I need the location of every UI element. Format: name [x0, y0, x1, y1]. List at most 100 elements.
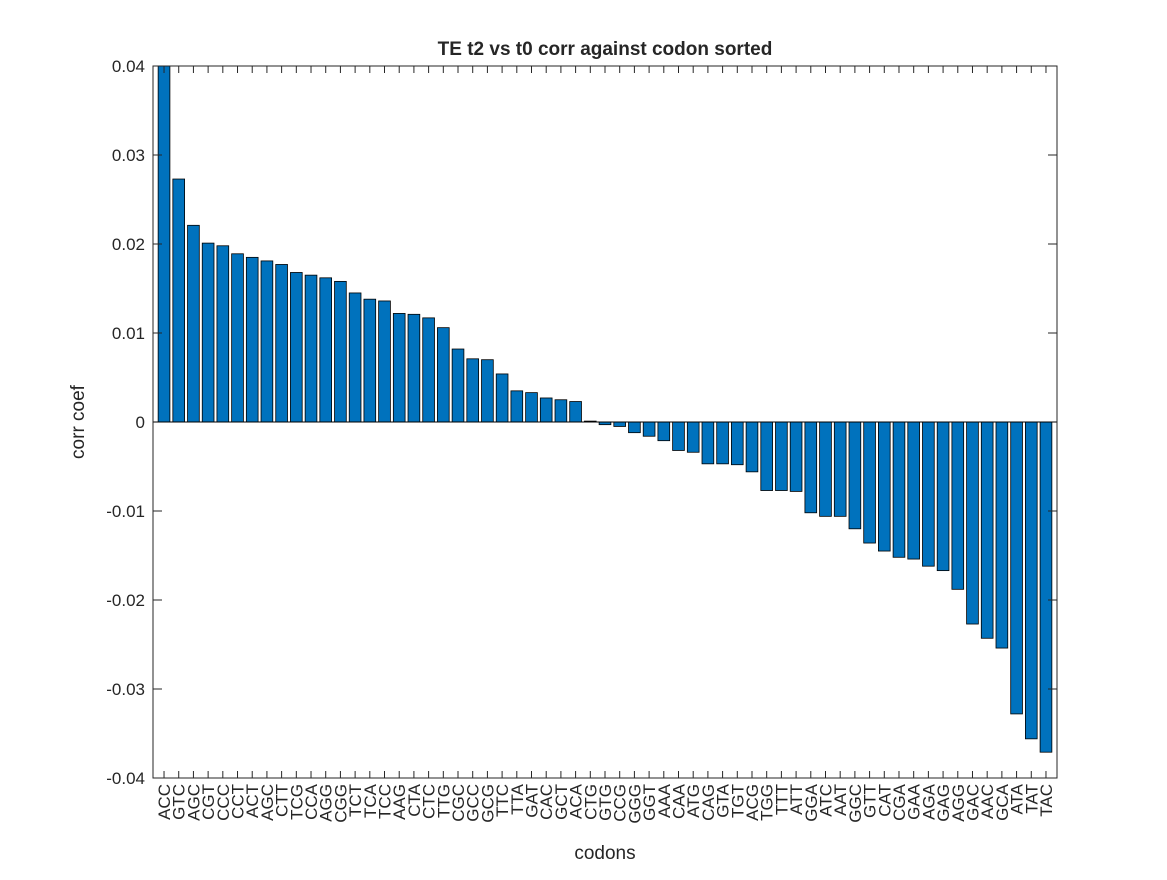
bar-17 — [392, 313, 406, 423]
x-tick-label: GGC — [846, 784, 865, 823]
x-tick-label: GGT — [640, 784, 659, 821]
bar-49 — [863, 421, 876, 544]
bar-44 — [789, 421, 803, 492]
bar-48 — [848, 421, 862, 530]
bar-11 — [304, 274, 318, 423]
bar-19 — [422, 317, 435, 423]
bar-23 — [481, 359, 494, 423]
bar-9 — [275, 264, 288, 423]
bar-16 — [378, 300, 391, 423]
bar-5 — [216, 245, 230, 423]
x-tick-label: CTA — [405, 783, 424, 816]
y-tick-label: 0 — [136, 413, 145, 432]
x-tick-label: ATG — [684, 784, 703, 818]
x-tick-label: CGC — [449, 784, 468, 822]
x-tick-label: AAA — [655, 783, 674, 818]
bar-10 — [290, 272, 303, 423]
x-tick-label: CAG — [699, 784, 718, 821]
bar-38 — [701, 421, 715, 465]
bar-32 — [613, 421, 626, 427]
bar-29 — [569, 401, 582, 423]
x-tick-label: GCG — [478, 784, 497, 823]
x-tick-label: GGG — [625, 784, 644, 824]
y-tick-label: -0.03 — [106, 680, 145, 699]
bar-46 — [819, 421, 832, 517]
x-tick-label: ACA — [567, 783, 586, 819]
x-tick-label: AGG — [317, 784, 336, 822]
bar-3 — [187, 224, 200, 423]
x-tick-label: AAT — [831, 784, 850, 816]
x-tick-label: CTC — [420, 784, 439, 819]
bar-42 — [760, 421, 773, 491]
bar-45 — [804, 421, 818, 514]
x-axis-label: codons — [574, 843, 635, 864]
y-axis-label: corr coef — [68, 384, 89, 459]
x-tick-label: GTA — [714, 783, 733, 817]
x-tick-label: ACC — [155, 784, 174, 820]
bars-group — [157, 65, 1053, 753]
bar-61 — [1039, 421, 1053, 753]
bar-36 — [672, 421, 685, 451]
bar-54 — [936, 421, 950, 572]
bar-8 — [260, 260, 274, 423]
bar-37 — [686, 421, 700, 453]
bar-58 — [995, 421, 1009, 649]
bar-53 — [922, 421, 935, 567]
bar-26 — [525, 392, 538, 423]
x-tick-label: AGA — [919, 783, 938, 820]
bar-40 — [731, 421, 744, 466]
x-tick-label: AAG — [390, 784, 409, 820]
bar-50 — [878, 421, 891, 552]
x-tick-label: CGT — [199, 784, 218, 820]
bar-14 — [348, 292, 362, 423]
x-tick-label: AGC — [184, 784, 203, 821]
x-tick-label: CCC — [214, 784, 233, 821]
x-tick-label: ATA — [1008, 783, 1027, 814]
chart-title: TE t2 vs t0 corr against codon sorted — [438, 39, 773, 60]
x-tick-label: GAG — [934, 784, 953, 822]
x-tick-label: ACT — [243, 784, 262, 818]
x-tick-label: GTC — [170, 784, 189, 820]
y-tick-label: 0.04 — [112, 57, 145, 76]
bar-15 — [363, 298, 377, 423]
bar-33 — [628, 421, 641, 434]
x-tick-label: GTT — [861, 784, 880, 818]
bar-34 — [642, 421, 656, 437]
x-tick-label: AAC — [978, 784, 997, 819]
bar-51 — [892, 421, 906, 558]
y-tick-label: -0.04 — [106, 769, 145, 788]
x-tick-label: CCA — [302, 783, 321, 820]
bar-6 — [231, 253, 244, 423]
x-tick-label: AGG — [949, 784, 968, 822]
x-tick-label: CAA — [670, 783, 689, 819]
x-tick-label: CTT — [273, 784, 292, 817]
plot-frame — [152, 65, 1058, 779]
bar-22 — [466, 358, 479, 423]
x-tick-label: TCC — [376, 784, 395, 819]
x-tick-label: CTG — [581, 784, 600, 820]
x-tick-label: GAT — [523, 784, 542, 818]
x-tick-label: TAC — [1037, 784, 1056, 817]
x-tick-label: TGT — [728, 784, 747, 818]
bar-47 — [833, 421, 847, 517]
x-tick-label: ATT — [787, 784, 806, 815]
x-tick-label: GCA — [993, 783, 1012, 821]
x-tick-label: ACG — [743, 784, 762, 821]
y-tick-label: -0.02 — [106, 591, 145, 610]
y-tick-label: -0.01 — [106, 502, 145, 521]
bar-20 — [437, 327, 450, 423]
bar-59 — [1010, 421, 1023, 715]
x-tick-label: GAA — [905, 783, 924, 820]
bar-35 — [657, 421, 671, 442]
x-tick-label: CAT — [875, 784, 894, 817]
bar-24 — [495, 373, 509, 423]
x-tick-label: CCT — [229, 784, 248, 819]
bar-55 — [951, 421, 965, 590]
x-tick-label: CCG — [611, 784, 630, 822]
x-tick-label: GGA — [802, 783, 821, 821]
x-tick-label: GCT — [552, 784, 571, 820]
x-tick-label: TTT — [772, 784, 791, 815]
x-tick-label: GCC — [464, 784, 483, 822]
